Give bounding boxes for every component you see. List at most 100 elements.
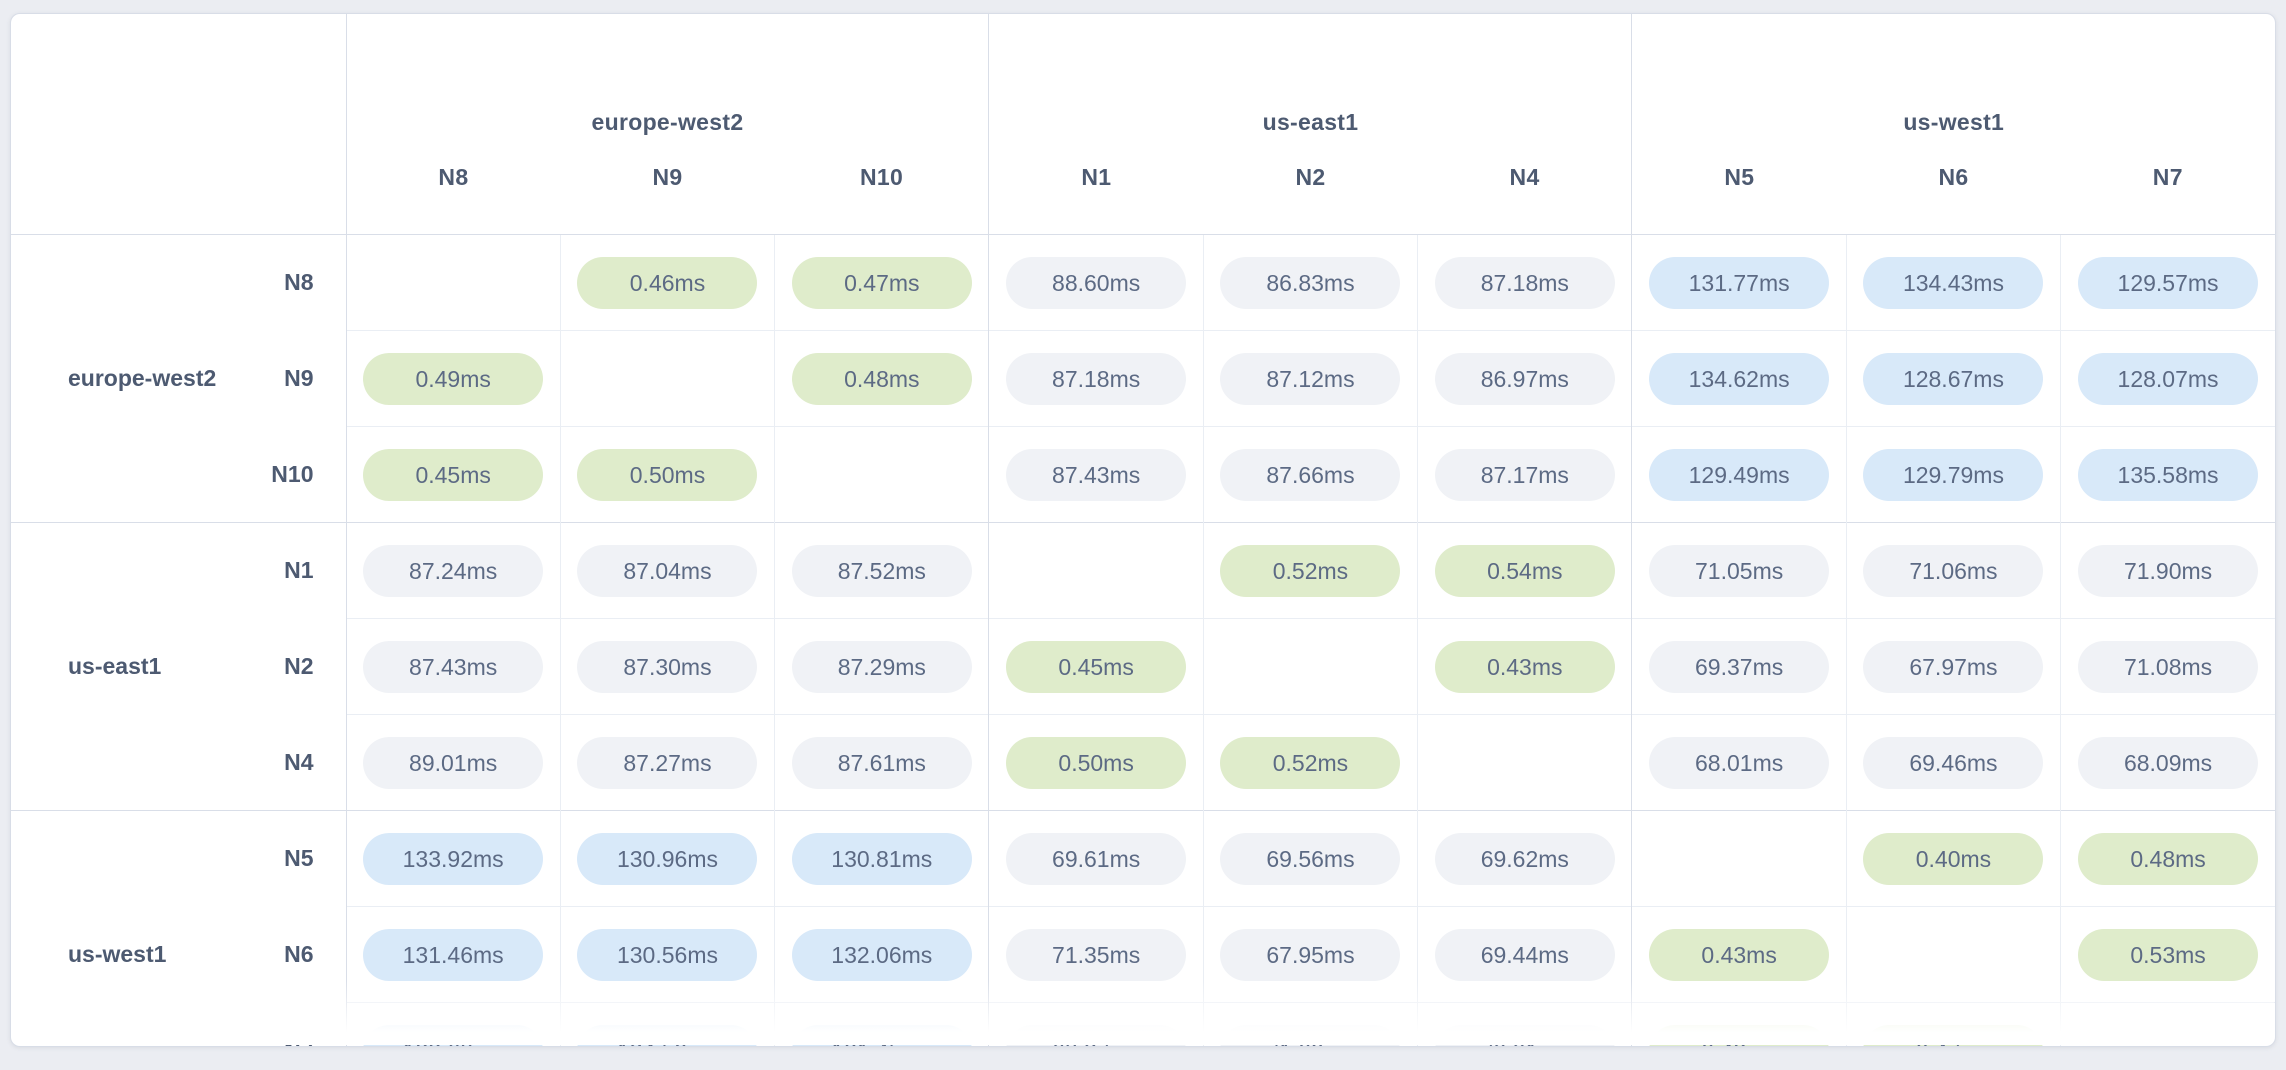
latency-pill-N4-to-N5[interactable]: 68.01ms [1649, 736, 1830, 789]
latency-pill-N9-to-N5[interactable]: 134.62ms [1649, 352, 1830, 405]
latency-pill-N10-to-N9[interactable]: 0.50ms [577, 448, 758, 501]
latency-pill-N6-to-N5[interactable]: 0.43ms [1649, 928, 1830, 981]
matrix-cell-N10-to-N7: 135.58ms [2060, 426, 2275, 523]
col-node-header-N6: N6 [1938, 164, 1969, 190]
matrix-cell-N8-to-N2: 86.83ms [1202, 234, 1418, 331]
latency-pill-N8-to-N9[interactable]: 0.46ms [577, 256, 758, 309]
matrix-cell-N8-to-N5: 131.77ms [1631, 234, 1847, 331]
latency-pill-N7-to-N2[interactable]: 71.09ms [1220, 1024, 1401, 1046]
latency-pill-N7-to-N8[interactable]: 133.68ms [363, 1024, 544, 1046]
latency-pill-N9-to-N6[interactable]: 128.67ms [1863, 352, 2044, 405]
latency-pill-N9-to-N10[interactable]: 0.48ms [791, 352, 972, 405]
latency-pill-N8-to-N7[interactable]: 129.57ms [2078, 256, 2259, 309]
latency-pill-N6-to-N1[interactable]: 71.35ms [1006, 928, 1187, 981]
matrix-row-N9: N9 0.49ms 0.48ms 87.18ms 87.12ms 86.97ms 134.6… [11, 330, 2275, 427]
latency-pill-N6-to-N10[interactable]: 132.06ms [791, 928, 972, 981]
latency-pill-N8-to-N2[interactable]: 86.83ms [1220, 256, 1401, 309]
matrix-cell-N6-to-N9: 130.56ms [559, 906, 775, 1003]
latency-pill-N1-to-N10[interactable]: 87.52ms [791, 544, 972, 597]
latency-pill-N4-to-N7[interactable]: 68.09ms [2078, 736, 2259, 789]
latency-pill-N8-to-N5[interactable]: 131.77ms [1649, 256, 1830, 309]
matrix-cell-N4-to-N6: 69.46ms [1845, 714, 2061, 811]
latency-pill-N6-to-N2[interactable]: 67.95ms [1220, 928, 1401, 981]
matrix-cell-N2-to-N6: 67.97ms [1845, 618, 2061, 715]
latency-pill-N8-to-N10[interactable]: 0.47ms [791, 256, 972, 309]
latency-pill-N10-to-N2[interactable]: 87.66ms [1220, 448, 1401, 501]
matrix-cell-N5-to-N7: 0.48ms [2060, 810, 2275, 907]
matrix-cell-N1-to-N6: 71.06ms [1845, 522, 2061, 619]
latency-pill-N1-to-N8[interactable]: 87.24ms [363, 544, 544, 597]
matrix-cell-N8-to-N7: 129.57ms [2060, 234, 2275, 331]
latency-pill-N9-to-N7[interactable]: 128.07ms [2078, 352, 2259, 405]
latency-pill-N5-to-N10[interactable]: 130.81ms [791, 832, 972, 885]
latency-pill-N9-to-N2[interactable]: 87.12ms [1220, 352, 1401, 405]
latency-pill-N6-to-N8[interactable]: 131.46ms [363, 928, 544, 981]
latency-pill-N8-to-N4[interactable]: 87.18ms [1434, 256, 1615, 309]
matrix-cell-N7-to-N5: 0.43ms [1631, 1002, 1847, 1046]
latency-pill-N5-to-N2[interactable]: 69.56ms [1220, 832, 1401, 885]
latency-pill-N6-to-N9[interactable]: 130.56ms [577, 928, 758, 981]
latency-pill-N7-to-N6[interactable]: 0.47ms [1863, 1024, 2044, 1046]
latency-pill-N4-to-N2[interactable]: 0.52ms [1220, 736, 1401, 789]
matrix-cell-N9-to-N7: 128.07ms [2060, 330, 2275, 427]
latency-pill-N7-to-N1[interactable]: 68.37ms [1006, 1024, 1187, 1046]
latency-pill-N5-to-N7[interactable]: 0.48ms [2078, 832, 2259, 885]
latency-pill-N2-to-N6[interactable]: 67.97ms [1863, 640, 2044, 693]
latency-pill-N6-to-N7[interactable]: 0.53ms [2078, 928, 2259, 981]
latency-pill-N5-to-N6[interactable]: 0.40ms [1863, 832, 2044, 885]
latency-pill-N7-to-N5[interactable]: 0.43ms [1649, 1024, 1830, 1046]
latency-pill-N10-to-N5[interactable]: 129.49ms [1649, 448, 1830, 501]
latency-pill-N1-to-N5[interactable]: 71.05ms [1649, 544, 1830, 597]
row-region-header-us-west1: us-west1 [11, 810, 236, 1046]
matrix-cell-N4-to-N10: 87.61ms [774, 714, 989, 811]
matrix-cell-N7-to-N10: 131.45ms [774, 1002, 989, 1046]
latency-pill-N4-to-N8[interactable]: 89.01ms [363, 736, 544, 789]
matrix-cell-N4-to-N2: 0.52ms [1202, 714, 1418, 811]
latency-pill-N8-to-N1[interactable]: 88.60ms [1006, 256, 1187, 309]
latency-pill-N2-to-N8[interactable]: 87.43ms [363, 640, 544, 693]
latency-pill-N5-to-N9[interactable]: 130.96ms [577, 832, 758, 885]
col-node-header-N1: N1 [988, 150, 1204, 235]
latency-pill-N5-to-N4[interactable]: 69.62ms [1434, 832, 1615, 885]
latency-pill-N2-to-N4[interactable]: 0.43ms [1434, 640, 1615, 693]
matrix-cell-N1-to-N8: 87.24ms [345, 522, 561, 619]
latency-pill-N8-to-N6[interactable]: 134.43ms [1863, 256, 2044, 309]
latency-pill-N10-to-N8[interactable]: 0.45ms [363, 448, 544, 501]
latency-pill-N1-to-N4[interactable]: 0.54ms [1434, 544, 1615, 597]
latency-pill-N2-to-N1[interactable]: 0.45ms [1006, 640, 1187, 693]
latency-pill-N2-to-N10[interactable]: 87.29ms [791, 640, 972, 693]
latency-pill-N7-to-N9[interactable]: 134.59ms [577, 1024, 758, 1046]
col-region-header-europe-west2: europe-west2 [345, 14, 989, 150]
latency-pill-N4-to-N1[interactable]: 0.50ms [1006, 736, 1187, 789]
matrix-cell-N6-to-N2: 67.95ms [1202, 906, 1418, 1003]
latency-pill-N10-to-N7[interactable]: 135.58ms [2078, 448, 2259, 501]
latency-pill-N10-to-N6[interactable]: 129.79ms [1863, 448, 2044, 501]
matrix-cell-N7-to-N2: 71.09ms [1202, 1002, 1418, 1046]
latency-pill-N4-to-N10[interactable]: 87.61ms [791, 736, 972, 789]
latency-pill-N7-to-N4[interactable]: 70.01ms [1434, 1024, 1615, 1046]
latency-pill-N10-to-N4[interactable]: 87.17ms [1434, 448, 1615, 501]
col-node-header-N8: N8 [345, 150, 561, 235]
latency-pill-N1-to-N9[interactable]: 87.04ms [577, 544, 758, 597]
latency-pill-N5-to-N1[interactable]: 69.61ms [1006, 832, 1187, 885]
matrix-cell-N1-to-N2: 0.52ms [1202, 522, 1418, 619]
latency-pill-N7-to-N10[interactable]: 131.45ms [791, 1024, 972, 1046]
latency-pill-N9-to-N8[interactable]: 0.49ms [363, 352, 544, 405]
latency-pill-N6-to-N4[interactable]: 69.44ms [1434, 928, 1615, 981]
latency-pill-N10-to-N1[interactable]: 87.43ms [1006, 448, 1187, 501]
matrix-cell-N2-to-N8: 87.43ms [345, 618, 561, 715]
matrix-cell-N10-to-N5: 129.49ms [1631, 426, 1847, 523]
latency-pill-N1-to-N2[interactable]: 0.52ms [1220, 544, 1401, 597]
latency-pill-N4-to-N9[interactable]: 87.27ms [577, 736, 758, 789]
latency-pill-N5-to-N8[interactable]: 133.92ms [363, 832, 544, 885]
row-region-header-europe-west2: europe-west2 [11, 234, 236, 523]
matrix-cell-N4-to-N1: 0.50ms [988, 714, 1204, 811]
latency-pill-N2-to-N5[interactable]: 69.37ms [1649, 640, 1830, 693]
latency-pill-N1-to-N6[interactable]: 71.06ms [1863, 544, 2044, 597]
latency-pill-N9-to-N1[interactable]: 87.18ms [1006, 352, 1187, 405]
latency-pill-N4-to-N6[interactable]: 69.46ms [1863, 736, 2044, 789]
latency-pill-N9-to-N4[interactable]: 86.97ms [1434, 352, 1615, 405]
latency-pill-N1-to-N7[interactable]: 71.90ms [2078, 544, 2259, 597]
latency-pill-N2-to-N7[interactable]: 71.08ms [2078, 640, 2259, 693]
latency-pill-N2-to-N9[interactable]: 87.30ms [577, 640, 758, 693]
